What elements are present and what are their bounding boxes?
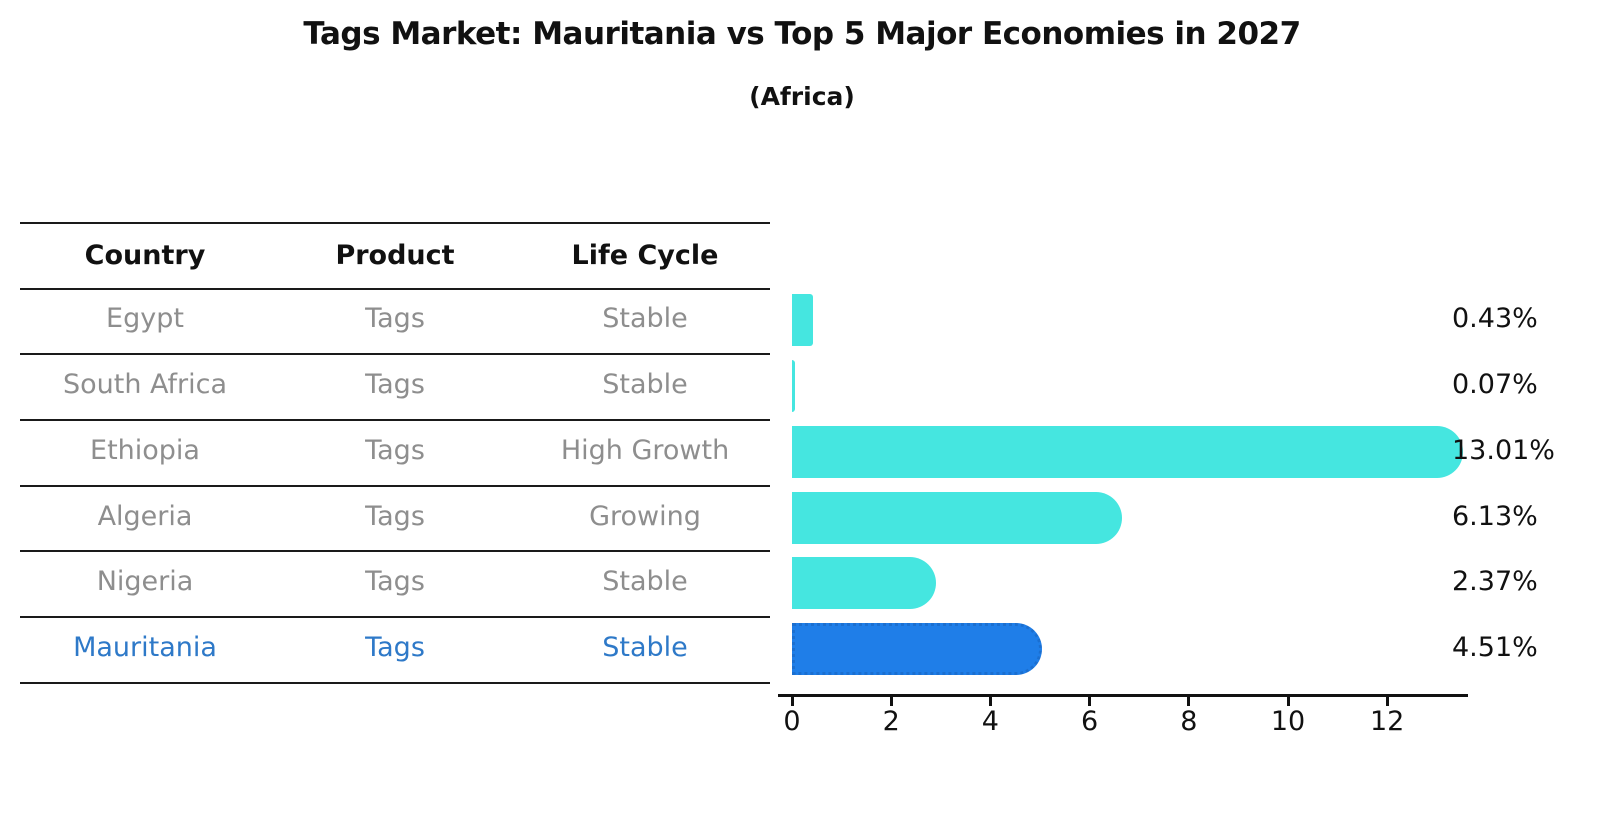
x-axis-tick <box>889 694 893 706</box>
x-axis-tick <box>1088 694 1092 706</box>
value-label-mauritania: 4.51% <box>1452 632 1538 663</box>
x-axis-tick <box>988 694 992 706</box>
cell-life-cycle-nigeria: Stable <box>602 566 688 597</box>
table-rule-line <box>20 222 770 224</box>
table-rule-line <box>20 353 770 355</box>
cell-life-cycle-ethiopia: High Growth <box>560 435 730 466</box>
bar-mauritania <box>792 623 1042 675</box>
table-rule-line <box>20 616 770 618</box>
chart-title: Tags Market: Mauritania vs Top 5 Major E… <box>303 16 1301 52</box>
cell-product-ethiopia: Tags <box>365 435 425 466</box>
cell-life-cycle-egypt: Stable <box>602 303 688 334</box>
x-axis-tick-label: 12 <box>1370 706 1405 737</box>
x-axis-tick-label: 8 <box>1180 706 1198 737</box>
bar-south-africa <box>792 360 796 412</box>
value-label-nigeria: 2.37% <box>1452 566 1538 597</box>
x-axis-tick-label: 10 <box>1270 706 1306 737</box>
cell-country-nigeria: Nigeria <box>96 566 194 597</box>
cell-product-nigeria: Tags <box>365 566 425 597</box>
value-label-ethiopia: 13.01% <box>1452 435 1555 466</box>
cell-product-algeria: Tags <box>365 501 425 532</box>
column-header-product: Product <box>335 240 455 271</box>
table-rule-line <box>20 550 770 552</box>
x-axis-tick <box>790 694 794 706</box>
x-axis-line <box>778 694 1468 697</box>
cell-country-south-africa: South Africa <box>62 369 228 400</box>
column-header-life-cycle: Life Cycle <box>571 240 719 271</box>
value-label-egypt: 0.43% <box>1452 303 1538 334</box>
cell-life-cycle-algeria: Growing <box>589 501 701 532</box>
cell-product-mauritania: Tags <box>365 632 425 663</box>
bar-ethiopia <box>792 426 1464 478</box>
cell-product-south-africa: Tags <box>365 369 425 400</box>
x-axis-tick-label: 0 <box>783 706 801 737</box>
x-axis-tick <box>1286 694 1290 706</box>
table-rule-line <box>20 682 770 684</box>
column-header-country: Country <box>84 240 206 271</box>
value-label-south-africa: 0.07% <box>1452 369 1538 400</box>
cell-life-cycle-south-africa: Stable <box>602 369 688 400</box>
x-axis-tick-label: 2 <box>882 706 900 737</box>
table-rule-line <box>20 288 770 290</box>
bar-algeria <box>792 492 1123 544</box>
bar-nigeria <box>792 557 936 609</box>
table-rule-line <box>20 419 770 421</box>
cell-country-algeria: Algeria <box>97 501 193 532</box>
x-axis-tick-label: 6 <box>1081 706 1099 737</box>
chart-subtitle: (Africa) <box>749 82 855 111</box>
cell-country-ethiopia: Ethiopia <box>90 435 200 466</box>
cell-product-egypt: Tags <box>365 303 425 334</box>
cell-life-cycle-mauritania: Stable <box>602 632 688 663</box>
cell-country-egypt: Egypt <box>106 303 184 334</box>
value-label-algeria: 6.13% <box>1452 501 1538 532</box>
table-rule-line <box>20 485 770 487</box>
x-axis-tick <box>1187 694 1191 706</box>
cell-country-mauritania: Mauritania <box>73 632 217 663</box>
x-axis-tick-label: 4 <box>981 706 999 737</box>
x-axis-tick <box>1385 694 1389 706</box>
bar-egypt <box>792 294 814 346</box>
